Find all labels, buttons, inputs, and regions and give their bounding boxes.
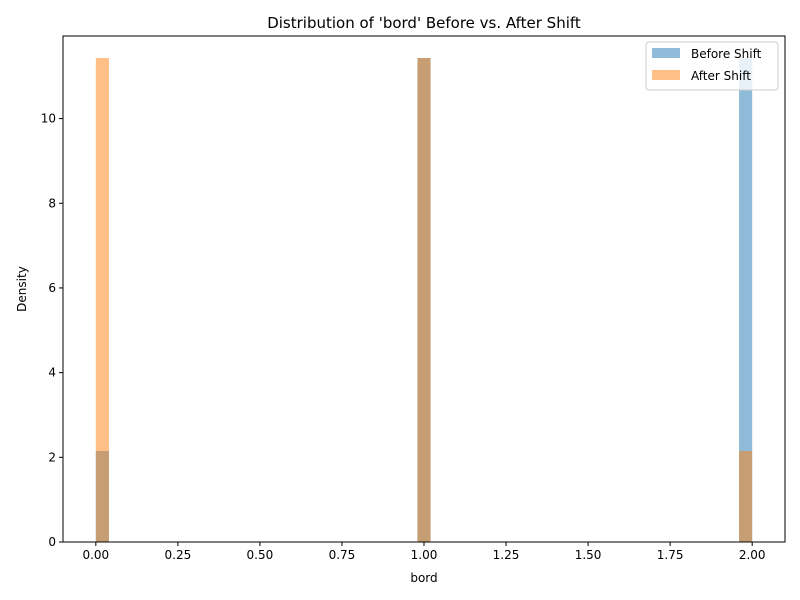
legend-label-after-shift: After Shift <box>691 69 751 83</box>
legend-label-before-shift: Before Shift <box>691 47 762 61</box>
x-tick-label: 0.75 <box>329 548 356 562</box>
y-tick-label: 8 <box>48 196 56 210</box>
y-tick-label: 6 <box>48 281 56 295</box>
x-tick-label: 1.00 <box>411 548 438 562</box>
x-tick-label: 0.00 <box>82 548 109 562</box>
x-tick-label: 2.00 <box>739 548 766 562</box>
legend-swatch-after-shift <box>652 70 680 80</box>
chart-title: Distribution of 'bord' Before vs. After … <box>267 14 581 32</box>
y-tick-label: 2 <box>48 450 56 464</box>
y-tick-label: 10 <box>41 112 56 126</box>
legend-swatch-before-shift <box>652 48 680 58</box>
x-axis-ticks: 0.00 0.25 0.50 0.75 1.00 1.25 1.50 1.75 2.00 <box>82 542 766 562</box>
bars-group <box>95 58 753 543</box>
bar-after-shift-2 <box>739 450 753 542</box>
legend: Before Shift After Shift <box>645 41 779 91</box>
bar-after-shift-0 <box>95 58 109 543</box>
x-axis-title: bord <box>410 571 437 585</box>
y-tick-label: 4 <box>48 366 56 380</box>
y-axis-ticks: 0 2 4 6 8 10 <box>41 112 63 549</box>
x-tick-label: 0.25 <box>165 548 192 562</box>
x-tick-label: 1.50 <box>575 548 602 562</box>
x-tick-label: 1.25 <box>493 548 520 562</box>
x-tick-label: 1.75 <box>657 548 684 562</box>
y-axis-title: Density <box>15 266 29 312</box>
y-tick-label: 0 <box>48 535 56 549</box>
bar-before-shift-2 <box>739 58 753 543</box>
x-tick-label: 0.50 <box>247 548 274 562</box>
bar-after-shift-1 <box>417 58 431 543</box>
